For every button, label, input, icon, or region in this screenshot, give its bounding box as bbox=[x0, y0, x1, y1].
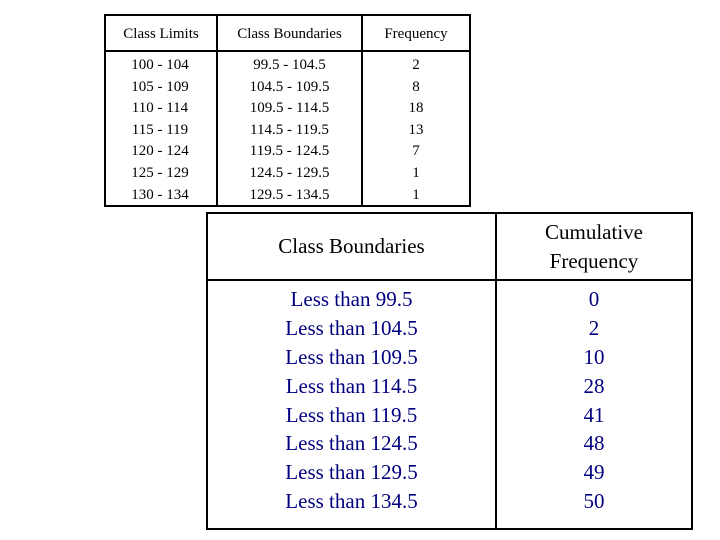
class-boundary-cell: 104.5 - 109.5 bbox=[249, 78, 330, 95]
cumulative-frequency-cell: 2 bbox=[588, 315, 600, 340]
column-divider bbox=[216, 16, 218, 205]
cumulative-frequency-table: Class Boundaries Cumulative Frequency Le… bbox=[206, 212, 693, 530]
cumulative-boundary-cell: Less than 134.5 bbox=[285, 489, 418, 514]
header-class-boundaries: Class Boundaries bbox=[237, 26, 342, 42]
cumulative-boundary-cell: Less than 124.5 bbox=[285, 431, 418, 456]
header-divider bbox=[208, 279, 691, 281]
column-divider bbox=[361, 16, 363, 205]
class-boundary-cell: 99.5 - 104.5 bbox=[253, 57, 326, 73]
cumulative-frequency-cell: 10 bbox=[583, 344, 605, 369]
class-limit-cell: 110 - 114 bbox=[131, 100, 189, 117]
class-limit-cell: 115 - 119 bbox=[131, 121, 189, 138]
frequency-cell: 8 bbox=[412, 78, 420, 95]
header-frequency: Frequency bbox=[384, 26, 448, 42]
header-divider bbox=[106, 50, 469, 52]
frequency-cell: 18 bbox=[408, 100, 424, 117]
cumulative-frequency-cell: 50 bbox=[583, 489, 605, 514]
cumulative-frequency-cell: 0 bbox=[588, 287, 600, 311]
class-limits-column: 100 - 104 105 - 109 110 - 114 115 - 119 120 … bbox=[106, 55, 214, 206]
class-limit-cell: 105 - 109 bbox=[131, 78, 189, 95]
header-class-boundaries: Class Boundaries bbox=[278, 234, 425, 258]
cumulative-frequency-cell: 48 bbox=[583, 431, 605, 456]
header-cumulative-frequency-text: Cumulative Frequency bbox=[545, 219, 643, 273]
class-limit-cell: 120 - 124 bbox=[131, 143, 189, 160]
frequency-table: Class Limits Class Boundaries Frequency … bbox=[104, 14, 471, 207]
cumulative-frequency-cell: 41 bbox=[583, 402, 605, 427]
class-boundary-cell: 129.5 - 134.5 bbox=[249, 186, 330, 203]
class-limit-cell: 130 - 134 bbox=[131, 186, 189, 203]
cumulative-frequency-cell: 49 bbox=[583, 460, 605, 485]
cumulative-boundary-cell: Less than 104.5 bbox=[285, 315, 418, 340]
class-boundary-cell: 109.5 - 114.5 bbox=[249, 100, 330, 117]
frequency-cell: 7 bbox=[412, 143, 420, 160]
class-boundary-cell: 119.5 - 124.5 bbox=[249, 143, 330, 160]
cumulative-frequency-cell: 28 bbox=[583, 373, 605, 398]
frequency-cell: 2 bbox=[412, 57, 420, 73]
frequency-cell: 13 bbox=[408, 121, 424, 138]
header-class-limits: Class Limits bbox=[123, 26, 199, 42]
cumulative-class-boundaries-column: Less than 99.5 Less than 104.5 Less than 1… bbox=[208, 285, 495, 516]
cumulative-boundary-cell: Less than 99.5 bbox=[290, 287, 413, 311]
cumulative-boundary-cell: Less than 114.5 bbox=[285, 373, 418, 398]
header-cumulative-frequency: Cumulative Frequency bbox=[497, 214, 691, 279]
cumulative-boundary-cell: Less than 129.5 bbox=[285, 460, 418, 485]
cumulative-boundary-cell: Less than 109.5 bbox=[285, 344, 418, 369]
cumulative-boundary-cell: Less than 119.5 bbox=[285, 402, 418, 427]
class-boundaries-column: 99.5 - 104.5 104.5 - 109.5 109.5 - 114.5 11… bbox=[218, 55, 361, 206]
class-boundary-cell: 114.5 - 119.5 bbox=[250, 121, 329, 138]
frequency-cell: 1 bbox=[412, 164, 420, 181]
frequency-column: 2 8 18 13 7 1 1 bbox=[363, 55, 469, 206]
class-limit-cell: 125 - 129 bbox=[131, 164, 189, 181]
cumulative-frequency-column: 0 2 10 28 41 48 49 50 bbox=[497, 285, 691, 516]
frequency-cell: 1 bbox=[412, 186, 420, 203]
class-limit-cell: 100 - 104 bbox=[131, 57, 189, 73]
column-divider bbox=[495, 214, 497, 528]
class-boundary-cell: 124.5 - 129.5 bbox=[249, 164, 330, 181]
